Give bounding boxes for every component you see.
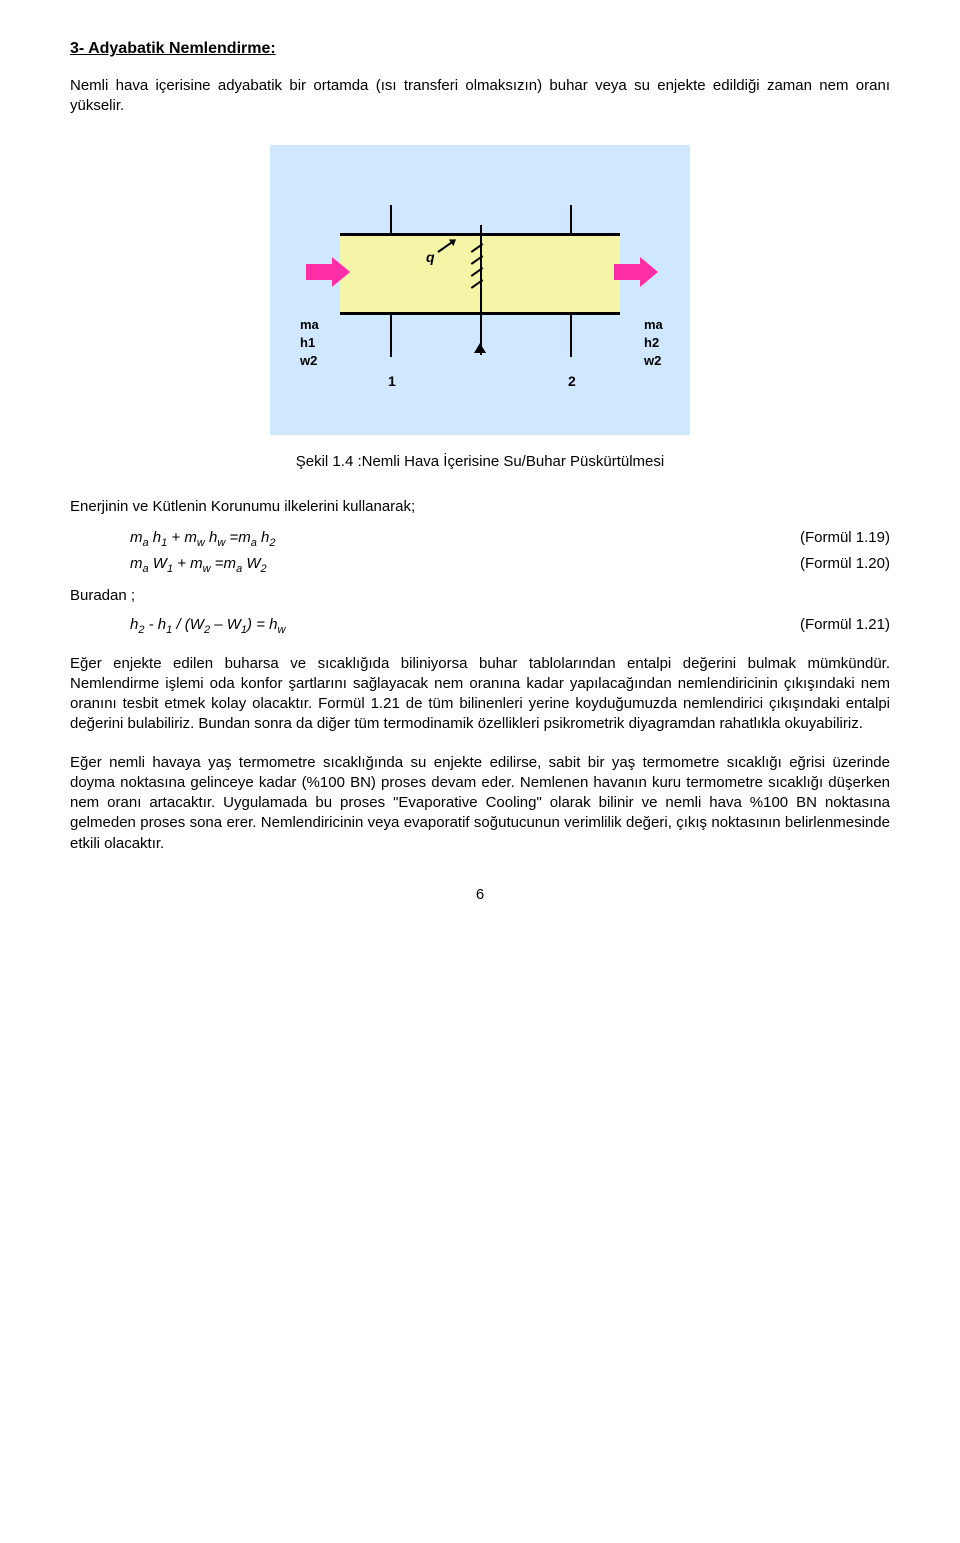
equation-row: h2 - h1 / (W2 – W1) = hw (Formül 1.21) — [70, 616, 890, 636]
equation-row: ma W1 + mw =ma W2 (Formül 1.20) — [70, 555, 890, 575]
equation-row: ma h1 + mw hw =ma h2 (Formül 1.19) — [70, 529, 890, 549]
boundary-tick — [390, 205, 392, 233]
q-label: q — [426, 249, 435, 265]
equation-lhs: ma h1 + mw hw =ma h2 — [130, 529, 275, 549]
flow-arrow-out — [614, 257, 658, 287]
page-number: 6 — [70, 886, 890, 903]
label-station-2: 2 — [568, 373, 576, 389]
intro-paragraph: Nemli hava içerisine adyabatik bir ortam… — [70, 76, 890, 117]
figure-caption: Şekil 1.4 :Nemli Hava İçerisine Su/Buhar… — [70, 453, 890, 470]
equation-intro: Enerjinin ve Kütlenin Korunumu ilkelerin… — [70, 498, 890, 515]
figure-diagram: q ma h1 w2 ma h2 w2 1 2 — [270, 145, 690, 435]
buradan-label: Buradan ; — [70, 587, 890, 604]
label-h1-left: h1 — [300, 335, 315, 350]
spray-arrowhead — [474, 343, 486, 353]
equation-lhs: h2 - h1 / (W2 – W1) = hw — [130, 616, 285, 636]
section-title: 3- Adyabatik Nemlendirme: — [70, 40, 890, 58]
label-h2-right: h2 — [644, 335, 659, 350]
body-paragraph-2: Eğer nemli havaya yaş termometre sıcaklı… — [70, 753, 890, 854]
equation-ref: (Formül 1.21) — [800, 616, 890, 636]
label-ma-left: ma — [300, 317, 319, 332]
boundary-tick — [390, 315, 392, 357]
boundary-tick — [570, 205, 572, 233]
label-station-1: 1 — [388, 373, 396, 389]
equation-ref: (Formül 1.20) — [800, 555, 890, 575]
label-ma-right: ma — [644, 317, 663, 332]
equation-lhs: ma W1 + mw =ma W2 — [130, 555, 267, 575]
flow-arrow-in — [306, 257, 350, 287]
equation-ref: (Formül 1.19) — [800, 529, 890, 549]
label-w2-right: w2 — [644, 353, 661, 368]
boundary-tick — [570, 315, 572, 357]
label-w2-left: w2 — [300, 353, 317, 368]
body-paragraph-1: Eğer enjekte edilen buharsa ve sıcaklığı… — [70, 654, 890, 735]
